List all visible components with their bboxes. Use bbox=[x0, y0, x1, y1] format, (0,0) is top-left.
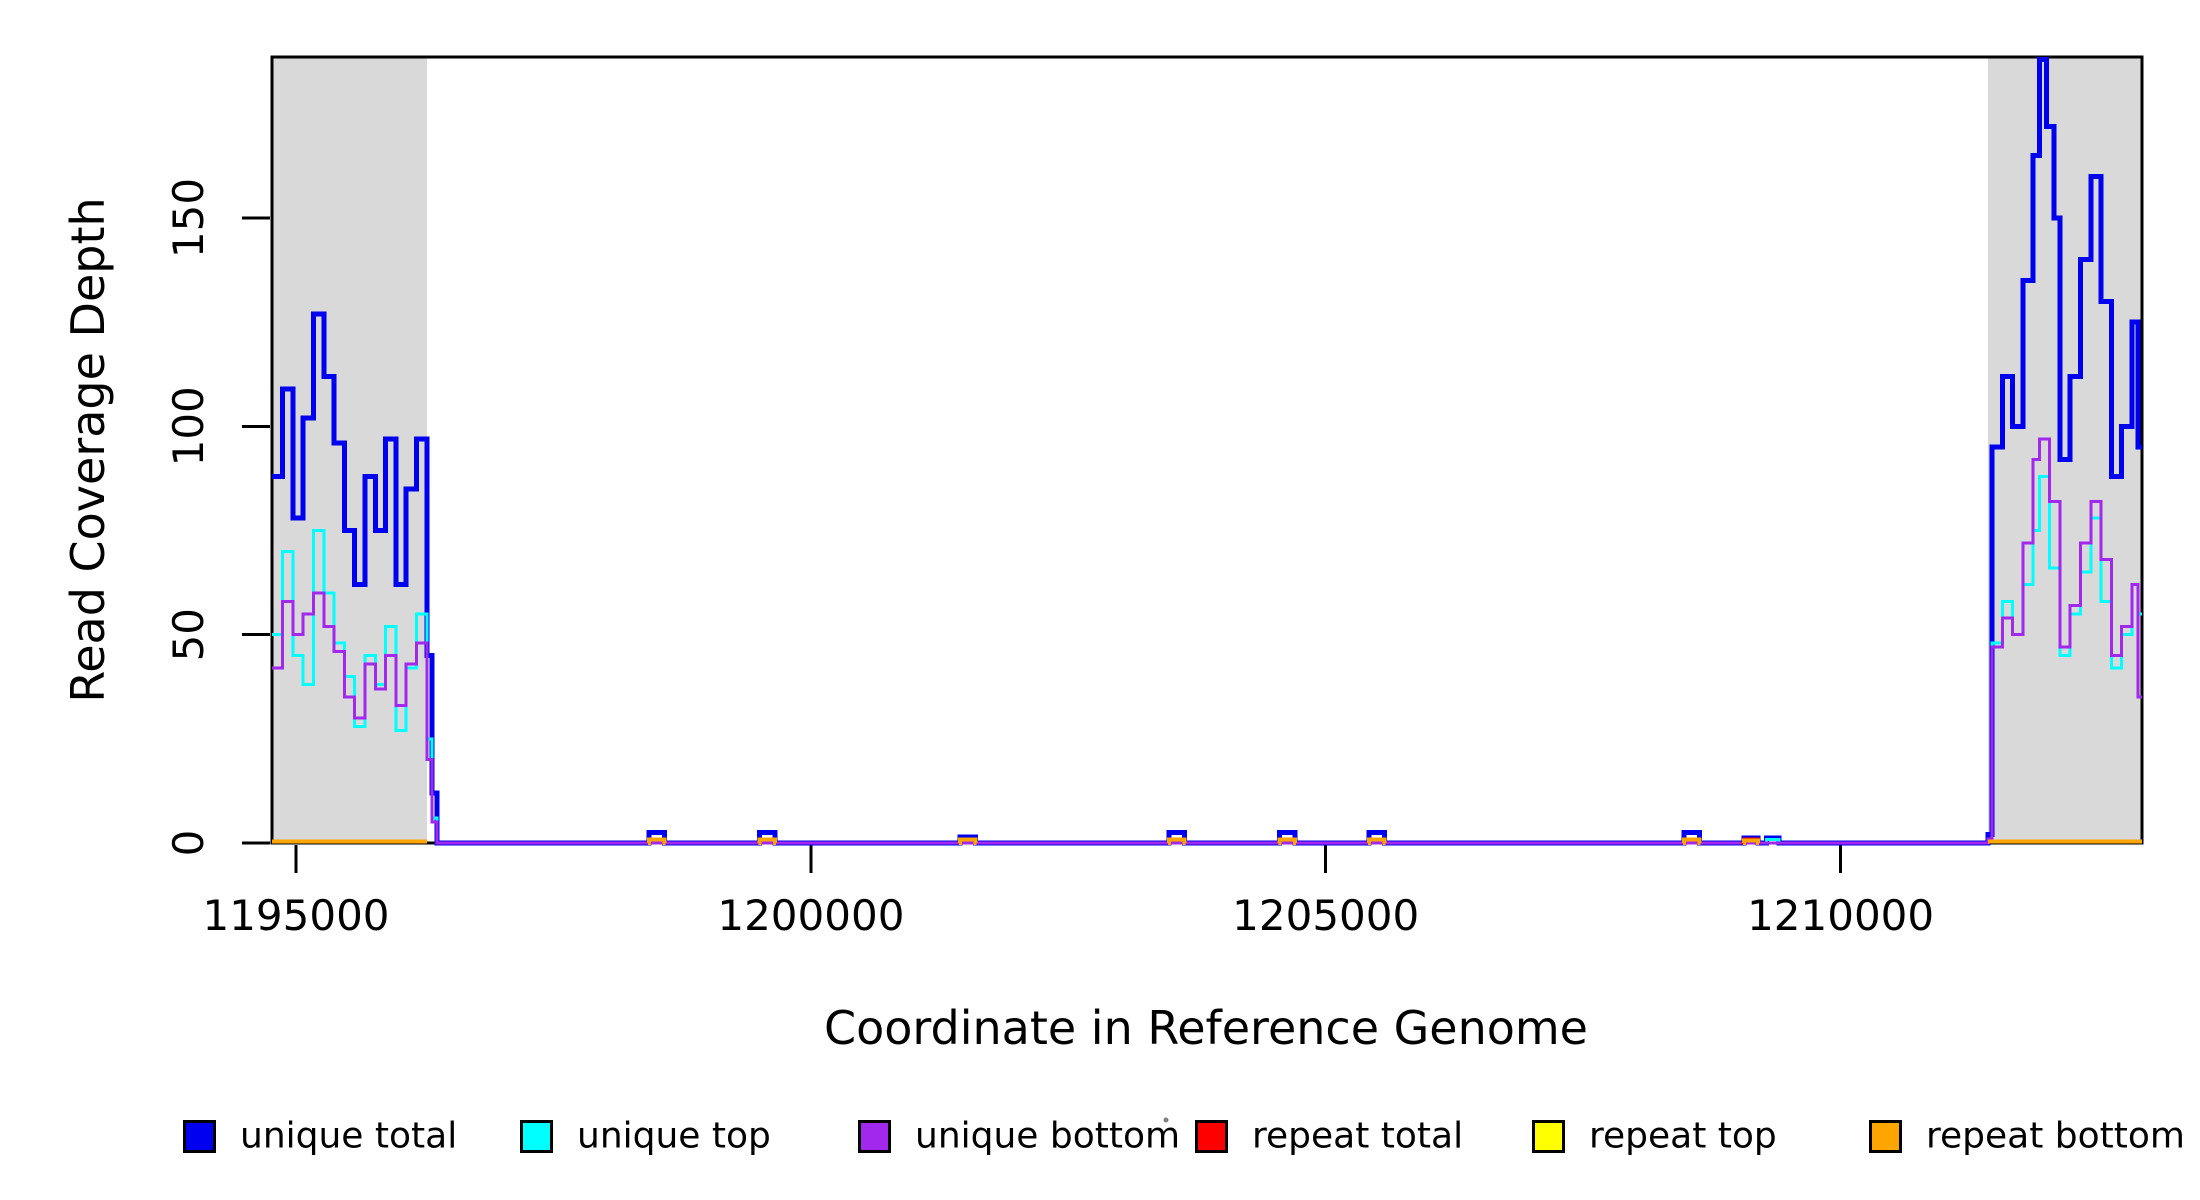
legend-label: repeat total bbox=[1252, 1115, 1464, 1157]
series-unique-top bbox=[272, 474, 2142, 845]
legend-swatch-unique-total bbox=[183, 1120, 216, 1153]
series-repeat-bottom bbox=[1741, 838, 1761, 845]
x-tick-label: 1195000 bbox=[202, 891, 389, 940]
legend-swatch-repeat-bottom bbox=[1869, 1120, 1902, 1153]
x-tick-label: 1205000 bbox=[1232, 891, 1419, 940]
legend-swatch-unique-top bbox=[520, 1120, 553, 1153]
series-repeat-bottom bbox=[647, 837, 667, 845]
series-repeat-bottom bbox=[1367, 837, 1387, 845]
y-tick-label: 150 bbox=[164, 178, 213, 258]
y-axis-title: Read Coverage Depth bbox=[61, 197, 115, 703]
series-repeat-bottom bbox=[757, 837, 777, 845]
legend-swatch-repeat-total bbox=[1195, 1120, 1228, 1153]
legend-swatch-unique-bottom bbox=[858, 1120, 891, 1153]
y-tick-label: 100 bbox=[164, 386, 213, 466]
series-repeat-bottom bbox=[1277, 837, 1297, 845]
x-axis-title: Coordinate in Reference Genome bbox=[824, 1001, 1588, 1055]
shaded-region bbox=[1988, 57, 2142, 843]
legend-label: repeat top bbox=[1589, 1115, 1777, 1157]
legend-label: unique total bbox=[240, 1115, 458, 1157]
legend-label: repeat bottom bbox=[1926, 1115, 2185, 1157]
legend-label: unique top bbox=[577, 1115, 771, 1157]
series-repeat-bottom bbox=[958, 837, 978, 845]
x-tick-label: 1200000 bbox=[717, 891, 904, 940]
legend-label: unique bottom bbox=[915, 1115, 1181, 1157]
y-tick-label: 0 bbox=[164, 830, 213, 857]
series-repeat-bottom bbox=[1167, 837, 1187, 845]
series-repeat-bottom bbox=[1682, 837, 1702, 845]
series-unique-bottom bbox=[272, 437, 2142, 845]
legend-swatch-repeat-top bbox=[1532, 1120, 1565, 1153]
x-tick-label: 1210000 bbox=[1747, 891, 1934, 940]
shaded-region bbox=[272, 57, 427, 843]
series-unique-total bbox=[272, 57, 2142, 846]
y-tick-label: 50 bbox=[164, 608, 213, 661]
artifact-dot bbox=[1163, 1117, 1169, 1123]
plot-box-border bbox=[270, 55, 2144, 845]
